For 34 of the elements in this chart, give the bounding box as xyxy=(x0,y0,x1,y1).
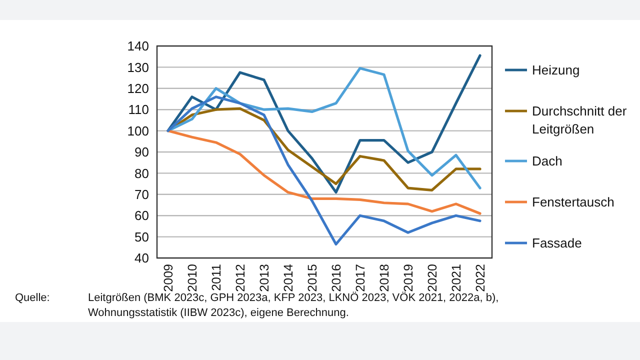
x-tick-label: 2011 xyxy=(209,264,224,291)
source-note: Quelle: xyxy=(15,292,50,304)
x-tick-label: 2018 xyxy=(377,264,392,292)
x-tick-label: 2012 xyxy=(233,264,248,292)
y-tick-label: 50 xyxy=(134,229,149,244)
legend-label: Dach xyxy=(532,154,562,169)
x-tick-label: 2019 xyxy=(401,264,416,292)
x-tick-label: 2013 xyxy=(257,264,272,292)
x-tick-label: 2020 xyxy=(425,264,440,292)
legend-label: Fenstertausch xyxy=(532,194,614,210)
legend-label: Fassade xyxy=(532,236,582,251)
x-tick-label: 2009 xyxy=(161,264,176,292)
y-tick-label: 120 xyxy=(127,80,149,96)
y-tick-label: 110 xyxy=(128,102,149,118)
x-tick-label: 2014 xyxy=(281,264,296,292)
legend-label: Durchschnitt der Leitgrößen xyxy=(532,104,628,137)
text: Leitgrößen (BMK 2023c, GPH 2023a, KFP 2023, LKNÖ 2023, VÖK 2021, 2022a, b), Wohnungsstatistik (IIBW 2023c), eigene Berechnung. xyxy=(88,291,499,319)
line-series xyxy=(166,130,482,215)
x-tick-label: 2022 xyxy=(473,264,488,292)
x-tick-label: 2016 xyxy=(329,264,344,292)
legend-label: Heizung xyxy=(532,62,580,78)
y-tick-label: 70 xyxy=(134,186,149,202)
x-tick-label: 2021 xyxy=(449,264,464,292)
y-tick-label: 90 xyxy=(134,144,149,160)
y-tick-label: 130 xyxy=(127,60,149,75)
y-tick-label: 40 xyxy=(134,250,149,266)
y-tick-label: 60 xyxy=(134,208,149,224)
y-tick-label: 100 xyxy=(127,123,149,138)
x-tick-label: 2010 xyxy=(185,264,200,292)
x-tick-label: 2017 xyxy=(353,264,368,292)
x-tick-label: 2015 xyxy=(305,264,320,292)
line-series xyxy=(166,96,482,246)
y-tick-label: 140 xyxy=(127,38,149,54)
y-tick-label: 80 xyxy=(134,166,149,181)
